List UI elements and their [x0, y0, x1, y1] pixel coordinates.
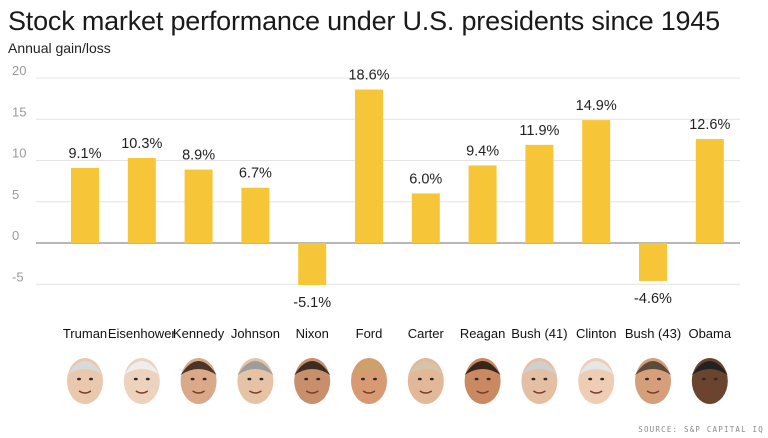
bar — [695, 139, 724, 243]
chart-title: Stock market performance under U.S. pres… — [8, 6, 720, 36]
y-tick-label: 20 — [12, 63, 26, 78]
bar — [241, 187, 270, 243]
reagan-portrait-icon — [464, 358, 501, 404]
x-tick-label: Kennedy — [173, 326, 225, 341]
source-note: SOURCE: S&P CAPITAL IQ — [638, 425, 764, 434]
data-label: -5.1% — [293, 295, 331, 311]
johnson-portrait-icon — [237, 358, 274, 404]
x-tick-label: Johnson — [231, 326, 280, 341]
data-label: 11.9% — [519, 123, 559, 139]
x-tick-label: Obama — [688, 326, 731, 341]
bar — [468, 165, 497, 243]
y-tick-label: 10 — [12, 146, 26, 161]
data-label: 6.0% — [409, 172, 442, 188]
eisenhower-portrait-icon — [123, 358, 160, 404]
bush41-portrait-icon — [521, 358, 558, 404]
data-label: 9.1% — [68, 146, 101, 162]
bar — [355, 89, 383, 243]
x-tick-label: Bush (43) — [625, 326, 681, 341]
x-tick-label: Ford — [356, 326, 383, 341]
bar — [298, 243, 327, 286]
bar — [127, 158, 156, 243]
nixon-portrait-icon — [294, 358, 331, 404]
kennedy-portrait-icon — [180, 358, 217, 404]
x-tick-label: Eisenhower — [108, 326, 177, 341]
x-tick-label: Bush (41) — [511, 326, 567, 341]
y-tick-label: 5 — [12, 187, 19, 202]
bar — [184, 169, 213, 243]
bar — [582, 120, 611, 243]
data-label: 12.6% — [689, 117, 730, 133]
data-label: 8.9% — [182, 148, 215, 164]
x-tick-label: Truman — [63, 326, 107, 341]
y-tick-label: 15 — [12, 104, 26, 119]
ford-portrait-icon — [351, 358, 387, 404]
data-label: 9.4% — [466, 143, 499, 159]
bar — [71, 167, 99, 243]
truman-portrait-icon — [67, 358, 103, 404]
x-tick-label: Reagan — [460, 326, 506, 341]
y-axis-label: Annual gain/loss — [8, 40, 111, 56]
bar — [639, 243, 667, 281]
x-tick-label: Nixon — [296, 326, 329, 341]
data-label: -4.6% — [634, 291, 672, 307]
obama-portrait-icon — [691, 358, 728, 404]
data-label: 6.7% — [239, 166, 272, 182]
data-label: 10.3% — [121, 136, 162, 152]
data-label: 14.9% — [576, 98, 617, 114]
bar — [411, 193, 440, 243]
bush43-portrait-icon — [635, 358, 671, 404]
y-tick-label: 0 — [12, 228, 19, 243]
x-tick-label: Clinton — [576, 326, 616, 341]
bar — [525, 144, 554, 243]
x-tick-label: Carter — [408, 326, 445, 341]
y-tick-label: -5 — [12, 269, 24, 284]
carter-portrait-icon — [407, 358, 444, 404]
clinton-portrait-icon — [578, 358, 615, 404]
data-label: 18.6% — [348, 68, 389, 84]
